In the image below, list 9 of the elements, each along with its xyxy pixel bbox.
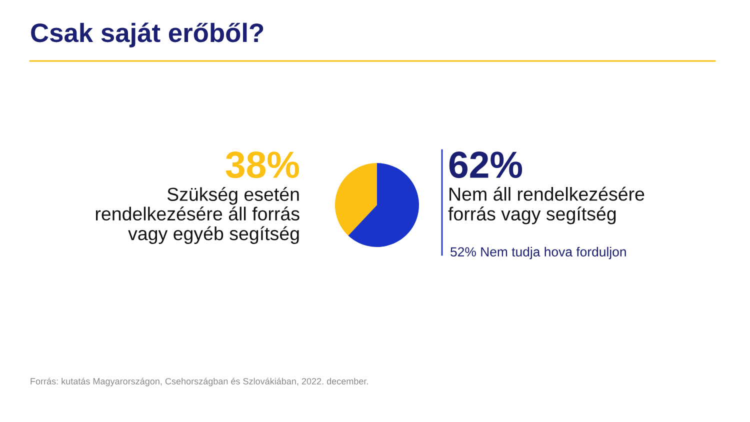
pie-slice — [348, 163, 419, 247]
pie-slice — [335, 163, 377, 236]
text: 52% Nem tudja hova forduljon — [450, 246, 626, 260]
text: Forrás: kutatás Magyarországon, Csehországban és Szlovákiában, 2022. december. — [30, 378, 368, 386]
slice-label: Szükség esetén rendelkezésére áll forrás vagy egyéb segítség — [96, 187, 300, 244]
chart-title: Csak saját erőből? — [31, 22, 264, 48]
data-label: 62% — [449, 152, 522, 178]
data-label: 38% — [226, 152, 300, 178]
slice-label: Nem áll rendelkezésére forrás vagy segítség — [448, 186, 644, 224]
